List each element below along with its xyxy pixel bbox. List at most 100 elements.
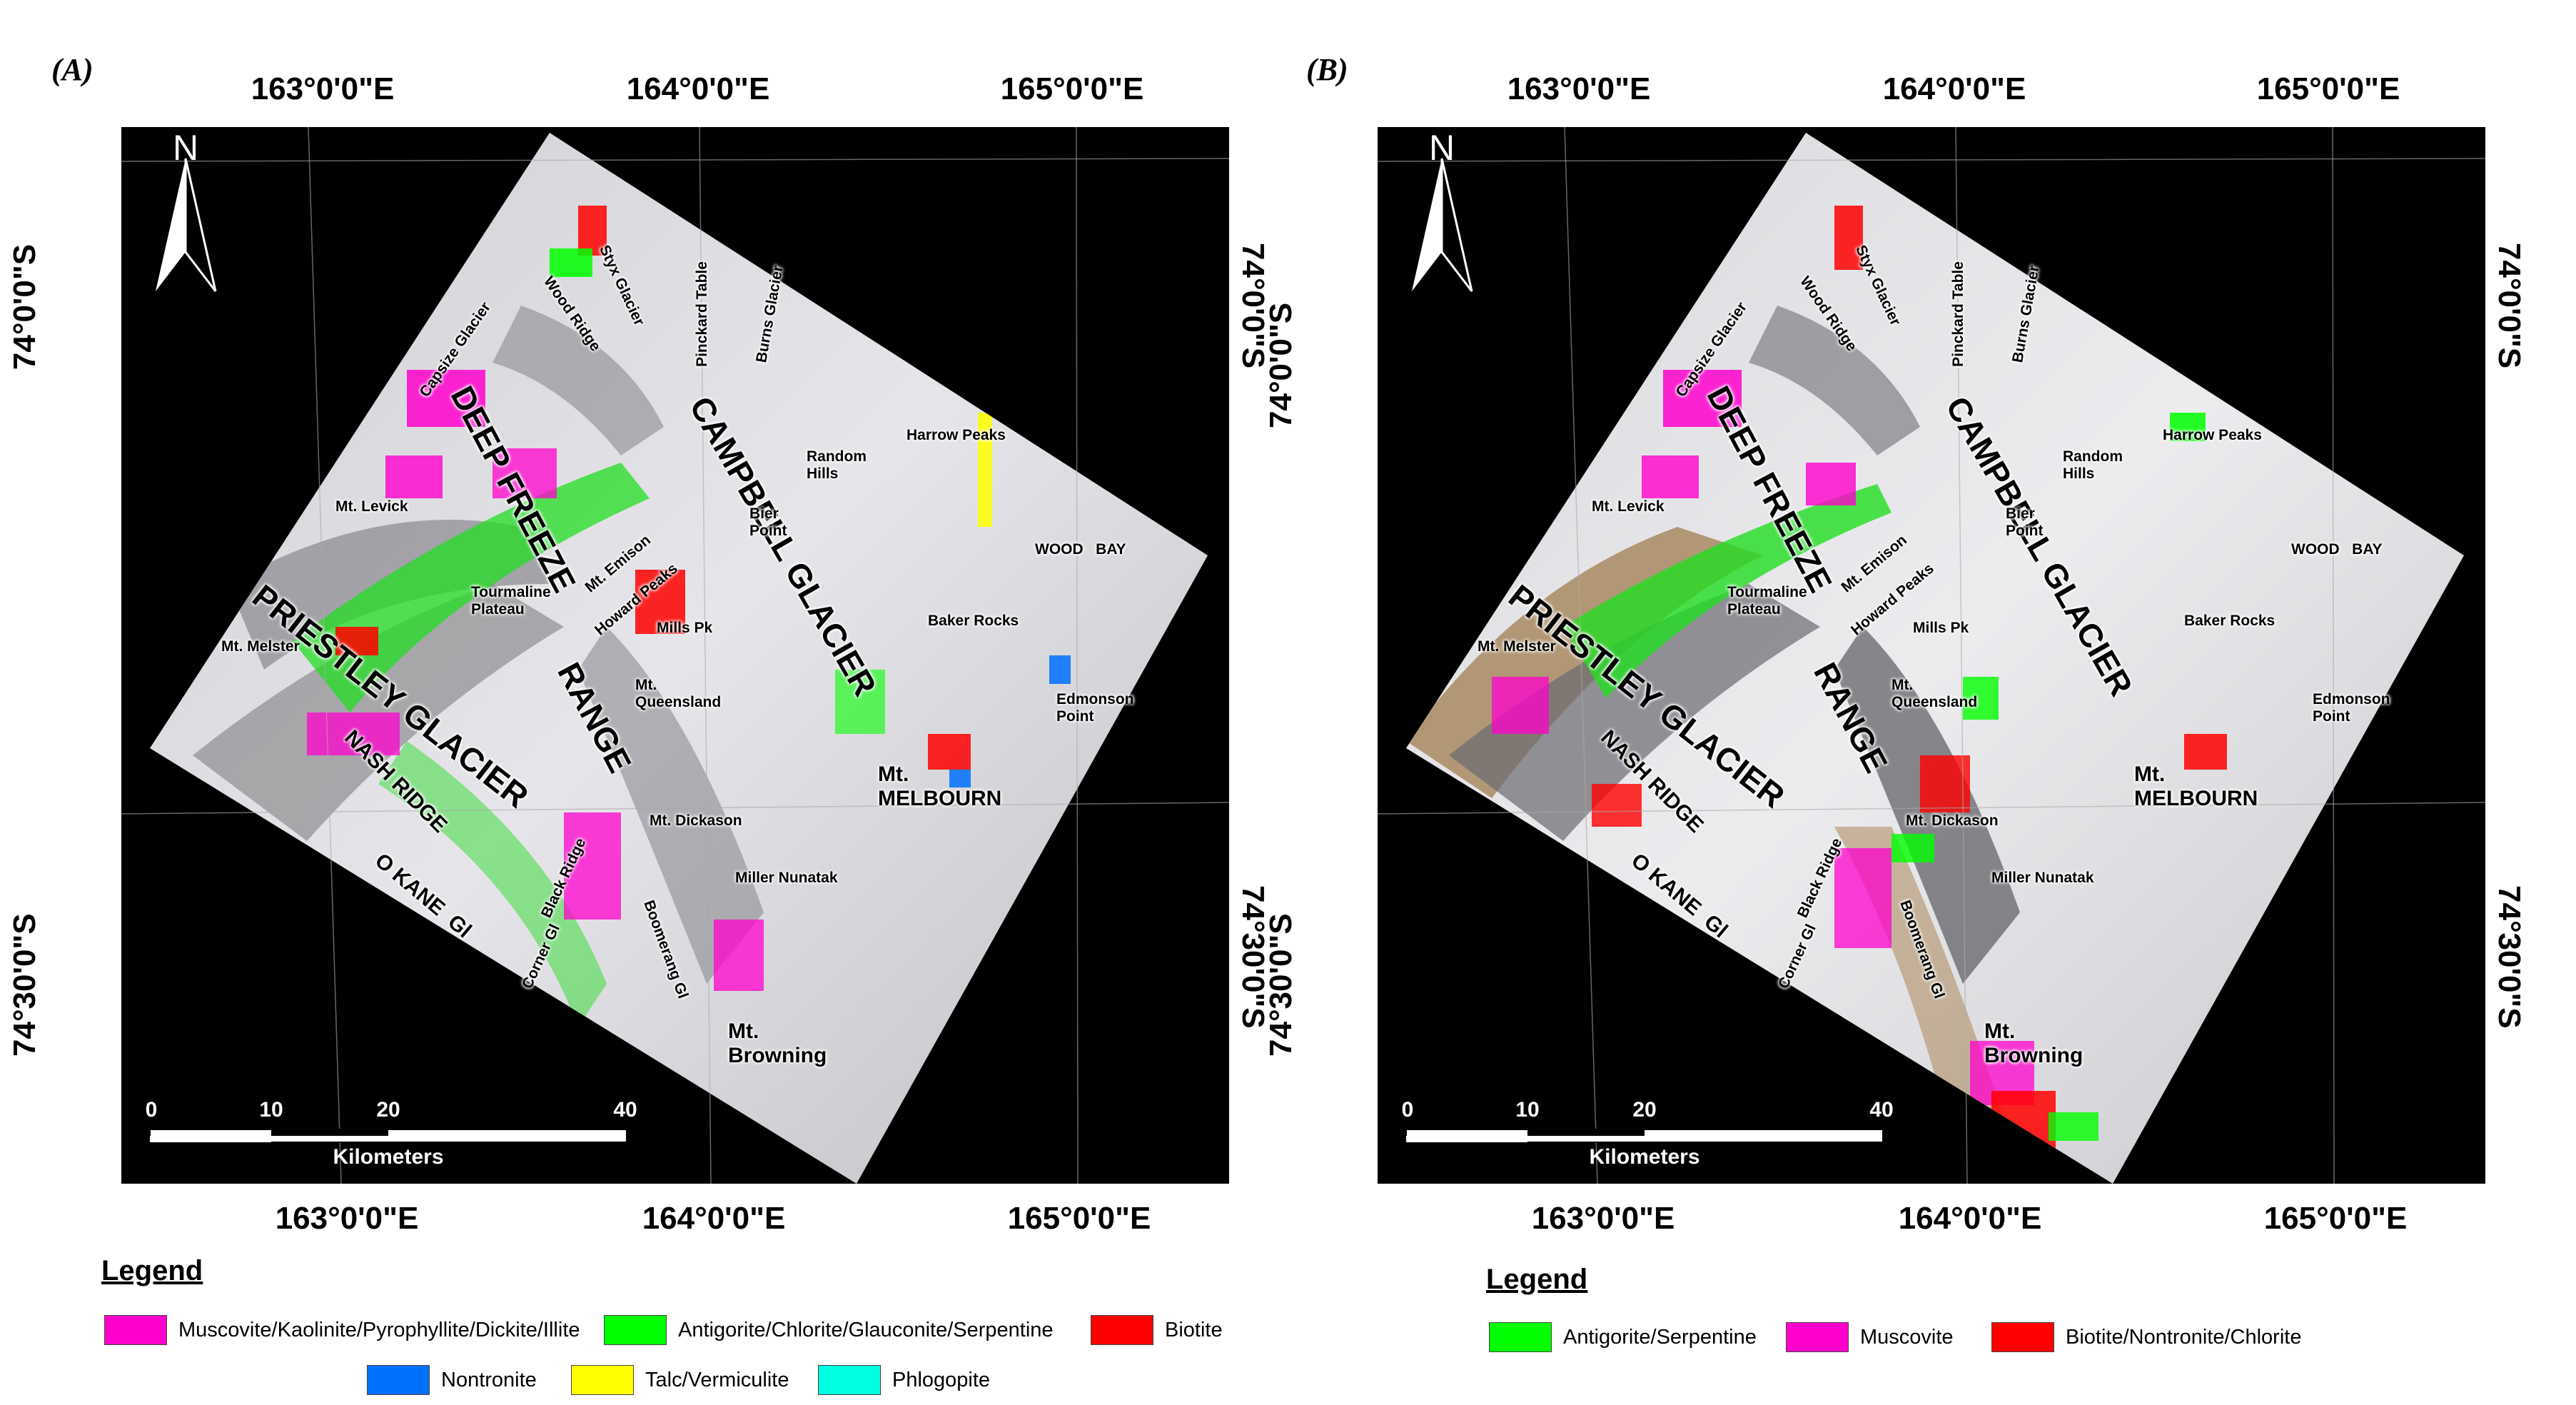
- panel-a-label-tourmaline: Tourmaline Plateau: [471, 584, 551, 618]
- legend-label: Antigorite/Serpentine: [1563, 1325, 1757, 1349]
- panel-a-scale-bar: [149, 1129, 627, 1143]
- panel-a-mineral-patches: [307, 206, 1071, 1169]
- panel-b-label-melster: Mt. Melster: [1478, 638, 1556, 655]
- legend-label: Antigorite/Chlorite/Glauconite/Serpentin…: [678, 1318, 1054, 1341]
- panel-b-label-wood-bay: WOOD BAY: [2291, 541, 2383, 558]
- panel-b-label-queensland: Mt. Queensland: [1891, 677, 1978, 710]
- legend-label: Biotite: [1165, 1318, 1223, 1341]
- legend-swatch: [1991, 1322, 2054, 1352]
- panel-b-north-arrow-icon: [1412, 158, 1473, 292]
- panel-a-legend-item-3: Biotite: [1091, 1315, 1223, 1345]
- panel-b-left-lat-1: 74°0'0"S: [1263, 302, 1298, 428]
- panel-b-north-letter: N: [1428, 128, 1455, 168]
- panel-a-label-dickason: Mt. Dickason: [650, 812, 742, 829]
- panel-b-top-lon-1: 163°0'0"E: [1507, 71, 1651, 106]
- legend-label: Biotite/Nontronite/Chlorite: [2066, 1325, 2302, 1349]
- panel-a-top-lon-2: 164°0'0"E: [626, 71, 770, 106]
- panel-b-label-pinckard: Pinckard Table: [1949, 261, 1966, 367]
- panel-b-left-lat-2: 74°30'0"S: [1263, 913, 1298, 1057]
- legend-swatch: [818, 1365, 881, 1395]
- panel-b-label-dickason: Mt. Dickason: [1906, 812, 1999, 829]
- panel-b-label-random-hills: Random Hills: [2063, 448, 2123, 482]
- panel-a-label-queensland: Mt. Queensland: [635, 677, 722, 710]
- panel-b-label-melbourn: Mt. MELBOURN: [2134, 762, 2258, 810]
- legend-label: Talc/Vermiculite: [645, 1368, 789, 1391]
- panel-b-letter: (B): [1306, 52, 1348, 87]
- panel-a-legend-item-6: Phlogopite: [818, 1365, 990, 1395]
- panel-b-label-browning: Mt. Browning: [1984, 1019, 2083, 1067]
- panel-b-label-levick: Mt. Levick: [1592, 498, 1665, 515]
- panel-a-label-miller: Miller Nunatak: [735, 870, 838, 886]
- panel-b-right-lat-2: 74°30'0"S: [2492, 885, 2527, 1029]
- panel-a-label-bier: Bier Point: [749, 505, 787, 539]
- panel-b-legend-title: Legend: [1486, 1264, 1588, 1295]
- panel-a-label-baker: Baker Rocks: [928, 613, 1019, 629]
- panel-b-scale-0: 0: [1401, 1098, 1414, 1122]
- legend-swatch: [1091, 1315, 1153, 1345]
- panel-a-legend-item-1: Muscovite/Kaolinite/Pyrophyllite/Dickite…: [104, 1315, 580, 1345]
- panel-b-label-miller: Miller Nunatak: [1991, 870, 2094, 886]
- panel-b-right-lat-1: 74°0'0"S: [2492, 243, 2527, 369]
- legend-swatch: [104, 1315, 167, 1345]
- legend-label: Muscovite/Kaolinite/Pyrophyllite/Dickite…: [178, 1318, 580, 1341]
- panel-a-label-harrow: Harrow Peaks: [906, 427, 1006, 443]
- panel-a-legend-item-4: Nontronite: [367, 1365, 537, 1395]
- panel-a-north-arrow-icon: [156, 158, 217, 292]
- legend-swatch: [571, 1365, 634, 1395]
- panel-a-map-frame: N 0 10 20 40 Kilometers Capsize Glacier …: [121, 127, 1229, 1184]
- legend-swatch: [367, 1365, 430, 1395]
- panel-b-scale-20: 20: [1632, 1098, 1657, 1122]
- panel-b-legend-item-2: Muscovite: [1786, 1322, 1954, 1352]
- panel-b-legend-item-3: Biotite/Nontronite/Chlorite: [1991, 1322, 2301, 1352]
- panel-a-left-lat-1: 74°0'0"S: [7, 243, 42, 371]
- panel-b-legend-item-1: Antigorite/Serpentine: [1489, 1322, 1757, 1352]
- panel-a-bottom-lon-2: 164°0'0"E: [642, 1201, 786, 1236]
- panel-a-scale-20: 20: [376, 1098, 400, 1122]
- panel-a-left-lat-2: 74°30'0"S: [7, 913, 42, 1057]
- panel-a-top-lon-1: 163°0'0"E: [251, 71, 395, 106]
- panel-b-top-lon-2: 164°0'0"E: [1882, 71, 2026, 106]
- panel-a-scale-40: 40: [613, 1098, 637, 1122]
- panel-b-label-tourmaline: Tourmaline Plateau: [1727, 584, 1807, 618]
- panel-b-top-lon-3: 165°0'0"E: [2256, 71, 2400, 106]
- panel-a-bottom-lon-3: 165°0'0"E: [1007, 1201, 1151, 1236]
- legend-swatch: [1786, 1322, 1849, 1352]
- panel-a-label-edmonson: Edmonson Point: [1056, 691, 1134, 725]
- panel-a-bottom-lon-1: 163°0'0"E: [275, 1201, 419, 1236]
- panel-b-label-edmonson: Edmonson Point: [2313, 691, 2390, 725]
- panel-a-label-melster: Mt. Melster: [221, 638, 300, 655]
- panel-a-legend-title: Legend: [101, 1255, 203, 1286]
- panel-a-label-pinckard: Pinckard Table: [693, 261, 710, 367]
- panel-b-scale-40: 40: [1869, 1098, 1894, 1122]
- legend-swatch: [1489, 1322, 1552, 1352]
- panel-b-satellite-image: [1378, 127, 2485, 1184]
- legend-label: Nontronite: [441, 1368, 537, 1391]
- panel-b-bottom-lon-2: 164°0'0"E: [1898, 1201, 2042, 1236]
- panel-b-label-harrow: Harrow Peaks: [2163, 427, 2262, 443]
- panel-b-label-mills: Mills Pk: [1913, 620, 1969, 636]
- panel-a-scale-0: 0: [145, 1098, 158, 1122]
- panel-a-legend-item-2: Antigorite/Chlorite/Glauconite/Serpentin…: [604, 1315, 1054, 1345]
- panel-a-label-random-hills: Random Hills: [807, 448, 867, 482]
- legend-swatch: [604, 1315, 667, 1345]
- panel-b-scale-10: 10: [1515, 1098, 1540, 1122]
- panel-b-map-frame: N 0 10 20 40 Kilometers Capsize Glacier …: [1378, 127, 2485, 1184]
- panel-b-bottom-lon-3: 165°0'0"E: [2263, 1201, 2408, 1236]
- panel-a-letter: (A): [51, 52, 94, 87]
- panel-a-legend-item-5: Talc/Vermiculite: [571, 1365, 789, 1395]
- panel-a-north-letter: N: [172, 128, 199, 168]
- panel-a-label-levick: Mt. Levick: [335, 498, 408, 515]
- panel-a-top-lon-3: 165°0'0"E: [1000, 71, 1144, 106]
- panel-a-label-melbourn: Mt. MELBOURN: [878, 762, 1002, 810]
- panel-b-scale-unit: Kilometers: [1589, 1145, 1700, 1169]
- panel-a-satellite-image: [121, 127, 1229, 1184]
- legend-label: Phlogopite: [892, 1368, 991, 1391]
- panel-a-label-mills: Mills Pk: [657, 620, 713, 636]
- panel-a-label-browning: Mt. Browning: [728, 1019, 827, 1067]
- legend-label: Muscovite: [1860, 1325, 1954, 1349]
- panel-a-label-wood-bay: WOOD BAY: [1035, 541, 1126, 558]
- panel-a-scale-10: 10: [259, 1098, 283, 1122]
- panel-b-scale-bar: [1405, 1129, 1884, 1143]
- panel-b-bottom-lon-1: 163°0'0"E: [1531, 1201, 1675, 1236]
- panel-b-label-bier: Bier Point: [2006, 505, 2044, 539]
